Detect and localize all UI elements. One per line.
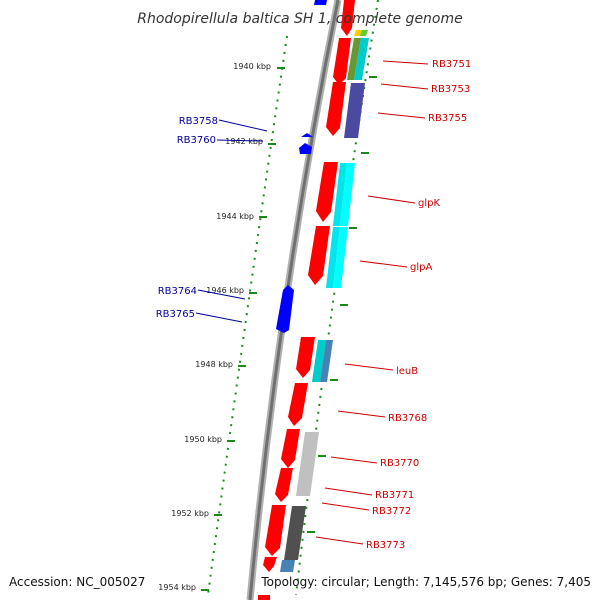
tick-label-1952: 1952 kbp bbox=[171, 509, 209, 518]
gene-label-glpk[interactable]: glpK bbox=[418, 198, 440, 209]
gene-arrow[interactable] bbox=[299, 143, 312, 154]
gene-arrow[interactable] bbox=[281, 429, 300, 468]
tick-label-1954: 1954 kbp bbox=[158, 583, 196, 592]
gene-label-glpa[interactable]: glpA bbox=[410, 262, 432, 273]
gene-arrow[interactable] bbox=[301, 133, 313, 137]
gene-label-rb3753[interactable]: RB3753 bbox=[431, 84, 470, 95]
accession-text: Accession: NC_005027 bbox=[9, 575, 145, 589]
feature-bars bbox=[280, 30, 369, 572]
gene-arrow[interactable] bbox=[296, 337, 315, 378]
topology-text: Topology: circular; Length: 7,145,576 bp… bbox=[260, 575, 591, 589]
scale-ticks bbox=[201, 67, 377, 591]
tick-label-1944: 1944 kbp bbox=[216, 212, 254, 221]
gene-arrow[interactable] bbox=[276, 285, 294, 333]
leader-lines bbox=[195, 60, 429, 545]
gene-label-rb3760[interactable]: RB3760 bbox=[177, 135, 216, 146]
tick-label-1946: 1946 kbp bbox=[206, 286, 244, 295]
gene-arrow[interactable] bbox=[341, 0, 355, 36]
gene-arrow[interactable] bbox=[333, 38, 351, 85]
gene-label-rb3768[interactable]: RB3768 bbox=[388, 413, 427, 424]
gene-label-rb3751[interactable]: RB3751 bbox=[432, 59, 471, 70]
tick-label-1950: 1950 kbp bbox=[184, 435, 222, 444]
gene-arrow[interactable] bbox=[326, 82, 346, 136]
gene-arrow[interactable] bbox=[275, 468, 293, 502]
gene-label-rb3764[interactable]: RB3764 bbox=[158, 286, 197, 297]
tick-label-1948: 1948 kbp bbox=[195, 360, 233, 369]
gene-arrow[interactable] bbox=[316, 162, 338, 222]
gene-label-rb3771[interactable]: RB3771 bbox=[375, 490, 414, 501]
gene-label-rb3755[interactable]: RB3755 bbox=[428, 113, 467, 124]
reverse-strand-genes bbox=[276, 0, 327, 333]
gene-arrow[interactable] bbox=[308, 226, 330, 285]
gene-arrow[interactable] bbox=[314, 0, 327, 5]
gene-arrow[interactable] bbox=[288, 383, 308, 426]
tick-label-1940: 1940 kbp bbox=[233, 62, 271, 71]
gene-label-rb3772[interactable]: RB3772 bbox=[372, 506, 411, 517]
gene-arrow[interactable] bbox=[263, 557, 277, 572]
forward-strand-genes bbox=[258, 0, 355, 600]
gene-label-rb3765[interactable]: RB3765 bbox=[156, 309, 195, 320]
gene-label-rb3758[interactable]: RB3758 bbox=[179, 116, 218, 127]
genome-title: Rhodopirellula baltica SH 1, complete ge… bbox=[137, 11, 463, 27]
gene-arrow[interactable] bbox=[258, 595, 270, 600]
gene-label-leub[interactable]: leuB bbox=[396, 366, 418, 377]
gene-label-rb3773[interactable]: RB3773 bbox=[366, 540, 405, 551]
gene-arrow[interactable] bbox=[265, 505, 286, 556]
gene-label-rb3770[interactable]: RB3770 bbox=[380, 458, 419, 469]
tick-label-1942: 1942 kbp bbox=[225, 137, 263, 146]
